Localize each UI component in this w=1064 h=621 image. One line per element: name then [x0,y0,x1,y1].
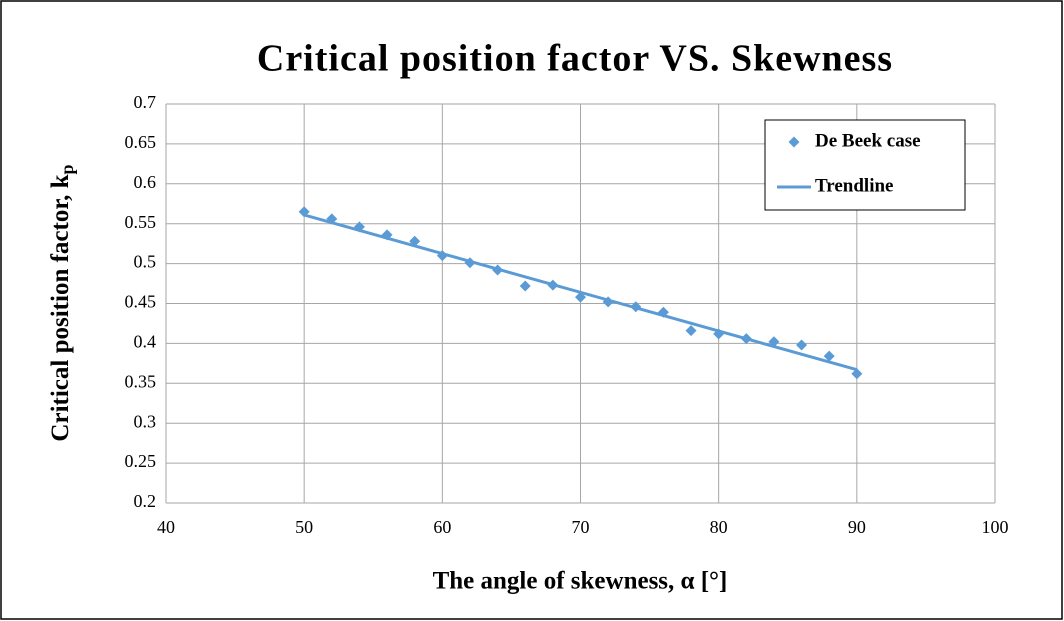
y-tick-label: 0.7 [134,92,157,112]
x-tick-label: 70 [572,517,590,537]
x-tick-label: 100 [982,517,1009,537]
x-tick-label: 80 [710,517,728,537]
legend-label: Trendline [815,175,893,196]
trendline [303,213,858,372]
x-tick-label: 60 [433,517,451,537]
y-tick-label: 0.3 [134,411,157,431]
x-axis-label: The angle of skewness, α [°] [433,568,728,595]
data-point [685,325,697,337]
y-tick-label: 0.5 [134,252,157,272]
legend-label: De Beek case [815,130,921,151]
y-tick-label: 0.4 [134,332,157,352]
y-tick-label: 0.35 [125,371,157,391]
data-point [851,368,863,380]
y-tick-label: 0.25 [125,451,157,471]
x-tick-label: 40 [157,517,175,537]
data-point [796,339,808,351]
y-tick-label: 0.2 [134,491,157,511]
data-point [823,350,835,362]
y-axis-label: Critical position factor, kp [47,164,77,441]
y-tick-label: 0.6 [134,172,157,192]
legend-box [764,119,966,211]
chart-title: Critical position factor VS. Skewness [257,38,893,80]
y-tick-label: 0.55 [125,212,157,232]
y-tick-label: 0.45 [125,292,157,312]
y-axis-label-main: Critical position factor, k [47,174,74,441]
x-tick-label: 90 [848,517,866,537]
y-tick-label: 0.65 [125,132,157,152]
legend-marker [788,136,800,148]
data-point [519,280,531,292]
x-tick-label: 50 [295,517,313,537]
y-axis-label-subscript: p [57,164,77,174]
